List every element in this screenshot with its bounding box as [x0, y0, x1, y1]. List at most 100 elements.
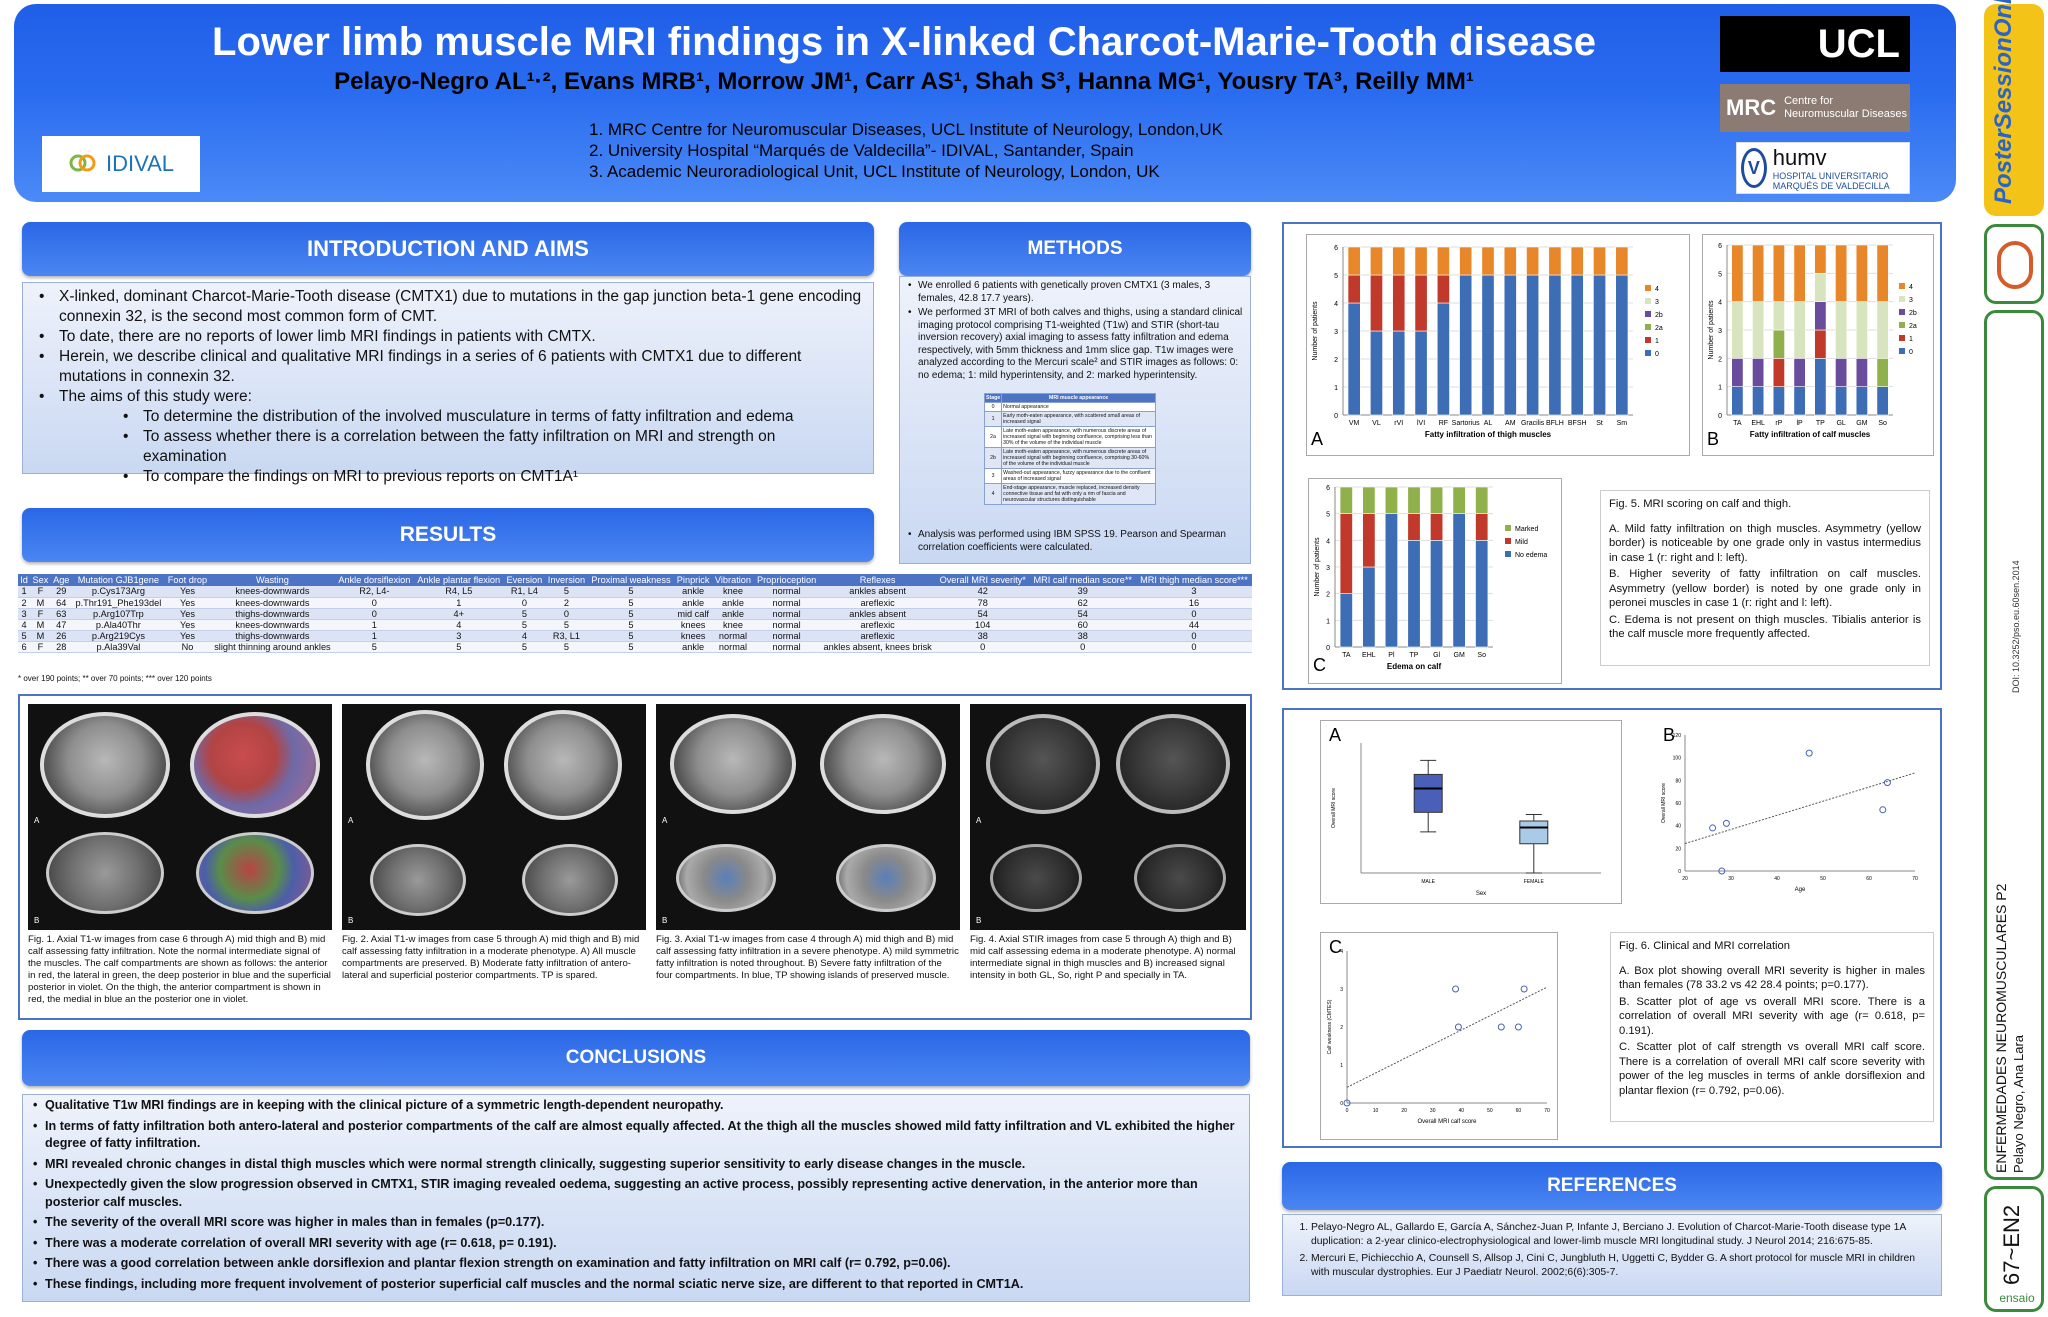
legend-entry: Mild	[1515, 539, 1528, 546]
y-tick-label: 6	[1718, 243, 1722, 250]
table-cell: p.Cys173Arg	[71, 586, 165, 598]
x-tick-label: 40	[1774, 876, 1780, 882]
table-cell: normal	[753, 608, 820, 620]
table-cell: 64	[50, 597, 72, 609]
calf-slice	[46, 832, 164, 914]
fig5-caption-line: C. Edema is not present on thigh muscles…	[1609, 613, 1921, 641]
table-cell: 0	[1135, 630, 1252, 642]
thigh-slice	[40, 712, 170, 818]
bar-segment	[1752, 358, 1765, 387]
legend-swatch	[1645, 350, 1651, 356]
x-tick-label: 60	[1516, 1108, 1522, 1114]
x-tick-label: 70	[1544, 1108, 1550, 1114]
edema-stacked-bar-svg: 0 1 2 3 4 5 6 TA EHL Pl TP Gl GM So Edema on calf Numbe…	[1314, 485, 1547, 671]
table-cell: ankles absent	[819, 608, 936, 620]
bar-segment	[1475, 540, 1489, 648]
results-col-header: MRI thigh median score***	[1135, 574, 1252, 586]
results-col-header: Overall MRI severity*	[935, 574, 1030, 586]
legend-entry: 3	[1655, 299, 1659, 306]
bar-segment	[1452, 486, 1466, 514]
table-cell: 0	[334, 597, 414, 609]
table-cell: Yes	[164, 597, 210, 609]
y-tick-label: 1	[1326, 618, 1330, 625]
thigh-slice	[820, 714, 946, 814]
bar-segment	[1407, 513, 1421, 541]
table-cell: 44	[1135, 619, 1252, 631]
stage-row: 1 Early moth-eaten appearance, with scatt…	[983, 411, 1156, 427]
poster-code-panel: 67~EN2 ensaio	[1984, 1186, 2044, 1312]
bar-segment	[1392, 274, 1406, 332]
bar-segment	[1384, 513, 1398, 648]
results-col-header: Proximal weakness	[587, 574, 675, 586]
table-cell: thighs-downwards	[209, 608, 335, 620]
table-cell: ankles absent, knees brisk	[819, 641, 936, 653]
scatter-point	[1454, 1023, 1462, 1031]
conclusion-item: In terms of fatty infiltration both ante…	[31, 1118, 1241, 1153]
table-cell: areflexic	[819, 630, 936, 642]
bar-segment	[1392, 330, 1406, 416]
legend-swatch	[1899, 296, 1905, 302]
bar-segment	[1793, 358, 1806, 387]
bar-segment	[1503, 246, 1517, 276]
y-tick-label: 60	[1675, 801, 1681, 807]
y-tick-label: 4	[1326, 538, 1330, 545]
x-tick-label: 0	[1346, 1108, 1349, 1114]
fig5-caption: Fig. 5. MRI scoring on calf and thigh. A…	[1600, 490, 1930, 666]
bar-segment	[1362, 566, 1376, 648]
table-cell: 47	[50, 619, 72, 631]
table-cell: thighs-downwards	[209, 630, 335, 642]
table-cell: normal	[712, 641, 754, 653]
boxplot-svg: MALE FEMALE Sex Overall MRI score	[1331, 743, 1601, 897]
bar-segment	[1548, 246, 1562, 276]
table-cell: 60	[1029, 619, 1136, 631]
table-cell: knees-downwards	[209, 586, 335, 598]
bar-segment	[1362, 486, 1376, 514]
scatter-point	[1520, 985, 1528, 993]
mrc-logo: MRC Centre for Neuromuscular Diseases	[1720, 84, 1910, 132]
table-row: 4 M 47 p.Ala40Thr Yes knees-downwards 1 4 5 5 5 kne…	[18, 619, 1252, 631]
bar-segment	[1772, 244, 1785, 302]
references-panel: Pelayo-Negro AL, Gallardo E, García A, S…	[1282, 1214, 1942, 1296]
calf-slice	[676, 844, 776, 912]
calf-edema-chart: 0 1 2 3 4 5 6 TA EHL Pl TP Gl GM So Edema on calf Numbe…	[1308, 478, 1562, 684]
chart-label-b: B	[1663, 725, 1676, 745]
fig6-caption-line: C. Scatter plot of calf strength vs over…	[1619, 1041, 1925, 1097]
table-cell: 4+	[413, 608, 504, 620]
x-tick-label: 50	[1487, 1108, 1493, 1114]
appearance-cell: Early moth-eaten appearance, with scatte…	[1001, 411, 1156, 427]
table-cell: areflexic	[819, 619, 936, 631]
box-body	[1519, 820, 1549, 845]
table-cell: Yes	[164, 630, 210, 642]
x-tick-label: 30	[1728, 876, 1734, 882]
thigh-slice	[366, 710, 484, 820]
x-tick-label: VL	[1372, 420, 1381, 427]
bar-segment	[1772, 301, 1785, 331]
box-body	[1413, 773, 1443, 813]
x-tick-label: rVI	[1394, 420, 1403, 427]
table-cell: 29	[50, 586, 72, 598]
fig6-box: MALE FEMALE Sex Overall MRI score A 20 30 40 5…	[1282, 708, 1942, 1148]
scatter-point	[1343, 1099, 1351, 1107]
y-tick-label: 0	[1326, 645, 1330, 652]
x-tick-label: 10	[1373, 1108, 1379, 1114]
x-tick-label: 40	[1459, 1108, 1465, 1114]
y-tick-label: 6	[1334, 245, 1338, 252]
presenting-author: Pelayo Negro, Ana Lara	[2011, 1034, 2026, 1173]
chart-label-a: A	[1329, 725, 1342, 745]
x-tick-label: 60	[1866, 876, 1872, 882]
legend-swatch	[1645, 298, 1651, 304]
conclusion-item: Unexpectedly given the slow progression …	[31, 1176, 1241, 1211]
bar-segment	[1814, 244, 1827, 274]
table-cell: knees-downwards	[209, 597, 335, 609]
results-col-header: MRI calf median score**	[1029, 574, 1136, 586]
results-col-header: Wasting	[209, 574, 335, 586]
thigh-fatty-infiltration-chart: 0 1 2 3 4 5 6 VM VL rVI lVI RF Sartorius AL AM Gracilis…	[1306, 234, 1690, 456]
x-tick-label: FEMALE	[1524, 879, 1545, 885]
calf-slice	[370, 844, 466, 916]
table-cell: normal	[753, 619, 820, 631]
bar-segment	[1503, 274, 1517, 416]
appearance-cell: Late moth-eaten appearance, with numerou…	[1001, 426, 1156, 448]
mercuri-stage-table: Stage MRI muscle appearance 0 Normal appe…	[983, 393, 1156, 505]
bar-segment	[1475, 486, 1489, 514]
scatter-point	[1883, 779, 1891, 787]
